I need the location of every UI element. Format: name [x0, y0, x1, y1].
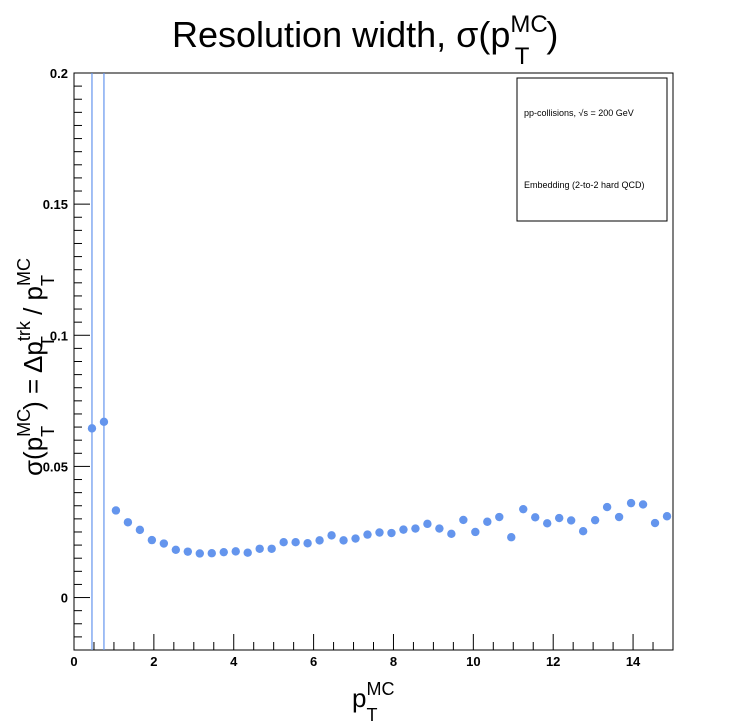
y-axis-title: σ(pMC T) = ΔptrkT / pMC T	[14, 258, 58, 476]
data-point	[495, 512, 504, 522]
data-point	[531, 513, 540, 522]
data-point	[626, 498, 636, 508]
data-point	[543, 519, 552, 528]
data-point	[291, 538, 300, 547]
x-tick-label: 0	[70, 654, 77, 669]
x-tick-label: 12	[546, 654, 560, 669]
x-tick-label: 6	[310, 654, 317, 669]
data-point	[171, 545, 181, 555]
data-point	[327, 531, 336, 540]
data-point	[483, 517, 492, 526]
data-point	[303, 539, 312, 548]
data-point	[638, 500, 648, 509]
x-axis-title: pMC T	[352, 679, 394, 724]
legend-entry-collisions: pp-collisions, √s = 200 GeV	[524, 108, 634, 118]
data-point	[423, 519, 432, 529]
x-tick-label: 4	[230, 654, 238, 669]
x-tick-label: 10	[466, 654, 480, 669]
data-point	[159, 539, 169, 548]
data-point	[650, 518, 660, 528]
x-tick-label: 8	[390, 654, 397, 669]
data-point	[135, 525, 145, 535]
data-point	[578, 526, 588, 536]
data-point	[602, 502, 612, 512]
data-point	[662, 512, 672, 521]
legend: pp-collisions, √s = 200 GeV Embedding (2…	[516, 77, 668, 222]
data-point	[459, 515, 468, 525]
data-point	[507, 533, 516, 542]
legend-entry-embedding: Embedding (2-to-2 hard QCD)	[524, 180, 645, 190]
data-point	[435, 524, 444, 533]
data-point	[339, 536, 348, 545]
data-points	[87, 417, 672, 558]
data-point	[87, 424, 97, 433]
data-point	[147, 535, 157, 545]
y-tick-label: 0.1	[50, 328, 68, 343]
data-point	[351, 534, 360, 543]
data-point	[243, 548, 252, 557]
data-point	[411, 524, 420, 533]
legend-box	[516, 77, 668, 222]
data-point	[447, 529, 456, 539]
y-axis: 0 0.05 0.1 0.15 0.2	[43, 66, 90, 651]
data-point	[363, 530, 372, 539]
data-point	[207, 549, 216, 558]
data-point	[99, 417, 109, 427]
data-point	[219, 547, 228, 557]
data-point	[267, 544, 276, 553]
data-point	[554, 513, 564, 523]
data-point	[387, 528, 396, 538]
y-tick-label: 0.15	[43, 197, 68, 212]
data-point	[590, 515, 600, 525]
chart-title: Resolution width, σ(pMC T)	[172, 11, 558, 70]
y-tick-label: 0.05	[43, 459, 68, 474]
data-point	[399, 525, 408, 534]
data-point	[195, 549, 204, 558]
data-point	[279, 538, 288, 547]
data-point	[183, 547, 193, 556]
data-point	[231, 547, 240, 556]
y-tick-label: 0	[61, 591, 68, 606]
data-point	[375, 528, 384, 537]
data-point	[255, 544, 264, 553]
x-tick-label: 2	[150, 654, 157, 669]
x-axis: 0 2 4 6 8 10 12 14	[70, 634, 674, 669]
data-point	[111, 506, 121, 515]
data-point	[123, 518, 133, 527]
y-tick-label: 0.2	[50, 66, 68, 81]
data-point	[471, 527, 480, 537]
data-point	[566, 516, 576, 525]
vertical-lines	[91, 73, 105, 650]
data-point	[519, 504, 528, 514]
x-tick-label: 14	[626, 654, 641, 669]
data-point	[614, 512, 624, 522]
data-point	[315, 536, 324, 545]
